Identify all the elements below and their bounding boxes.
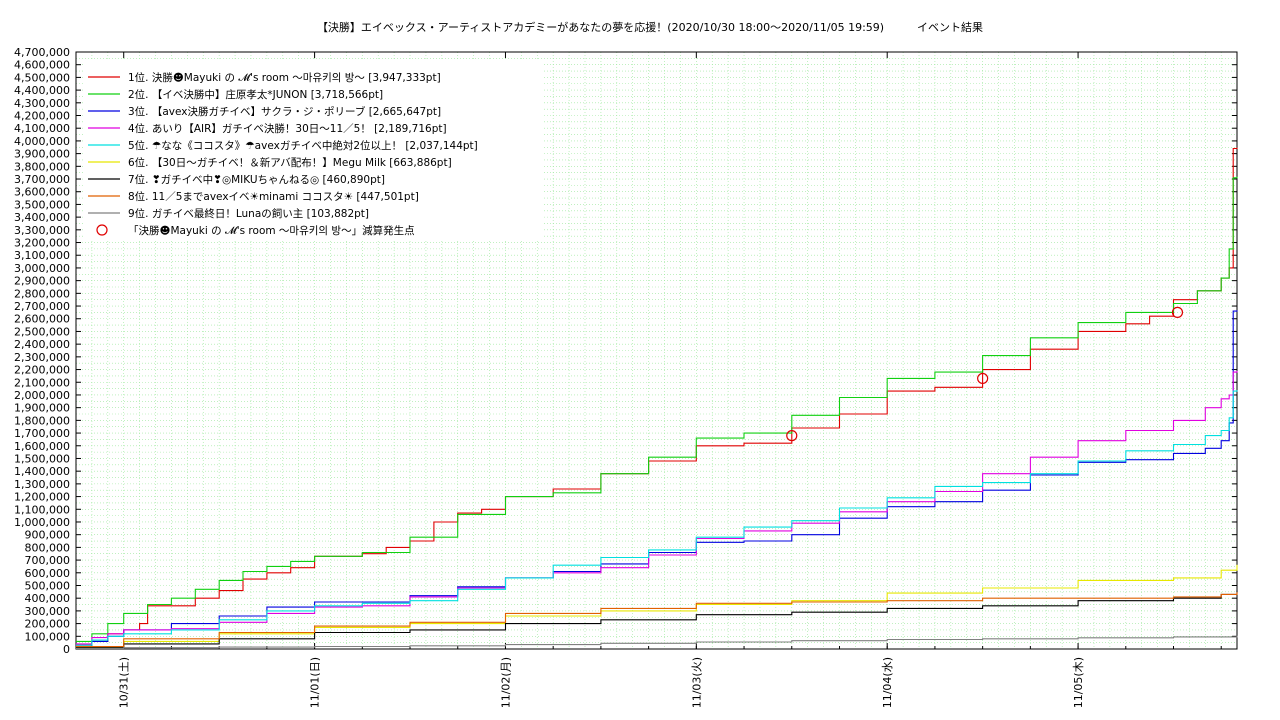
y-tick-label: 200,000 [25, 618, 71, 631]
legend-label-6: 6位. 【30日〜ガチイベ！＆新アバ配布！】Megu Milk [663,886… [128, 156, 452, 169]
legend-label-2: 2位. 【イベ決勝中】庄原孝太*JUNON [3,718,566pt] [128, 88, 383, 101]
y-tick-label: 1,700,000 [14, 427, 70, 440]
legend-marker-swatch [96, 224, 108, 236]
y-tick-label: 4,000,000 [14, 135, 70, 148]
series-line-2 [76, 176, 1238, 642]
y-tick-label: 4,300,000 [14, 97, 70, 110]
y-tick-label: 700,000 [25, 554, 71, 567]
y-tick-label: 3,900,000 [14, 148, 70, 161]
y-tick-label: 2,100,000 [14, 376, 70, 389]
y-tick-label: 2,700,000 [14, 300, 70, 313]
y-tick-label: 3,200,000 [14, 237, 70, 250]
y-tick-label: 300,000 [25, 605, 71, 618]
y-axis: 0100,000200,000300,000400,000500,000600,… [14, 46, 1237, 656]
y-tick-label: 2,600,000 [14, 313, 70, 326]
y-tick-label: 2,800,000 [14, 287, 70, 300]
y-tick-label: 0 [63, 643, 70, 656]
y-tick-label: 3,000,000 [14, 262, 70, 275]
y-tick-label: 3,600,000 [14, 186, 70, 199]
x-tick-label: 10/31(土) [118, 657, 131, 708]
y-tick-label: 1,500,000 [14, 452, 70, 465]
y-tick-label: 2,500,000 [14, 325, 70, 338]
series-lines [76, 147, 1238, 649]
legend: 1位. 決勝☻Mayuki の 𝓜's room 〜마유키의 방〜 [3,947… [84, 60, 544, 240]
y-tick-label: 3,400,000 [14, 211, 70, 224]
series-line-8 [76, 592, 1238, 648]
y-tick-label: 500,000 [25, 579, 71, 592]
x-tick-label: 11/04(水) [881, 657, 894, 708]
x-axis: 10/31(土) 11/01(日) 11/02(月) 11/03(火) 11/04(水)… [75, 52, 1222, 708]
chart-title: 【決勝】エイベックス・アーティストアカデミーがあなたの夢を応援！(2020/10… [317, 20, 983, 34]
y-tick-label: 2,200,000 [14, 364, 70, 377]
y-tick-label: 1,800,000 [14, 414, 70, 427]
y-tick-label: 2,000,000 [14, 389, 70, 402]
series-line-5 [76, 390, 1238, 646]
y-tick-label: 1,900,000 [14, 402, 70, 415]
y-tick-label: 4,500,000 [14, 71, 70, 84]
y-tick-label: 3,800,000 [14, 160, 70, 173]
y-tick-label: 3,500,000 [14, 198, 70, 211]
y-tick-label: 100,000 [25, 630, 71, 643]
y-tick-label: 2,300,000 [14, 351, 70, 364]
subtraction-marker [1171, 306, 1184, 318]
series-line-9 [76, 635, 1238, 649]
y-tick-label: 1,200,000 [14, 491, 70, 504]
x-tick-label: 11/05(木) [1072, 657, 1085, 708]
subtraction-markers [786, 306, 1184, 442]
legend-background [84, 60, 544, 240]
subtraction-marker [786, 430, 798, 442]
y-tick-label: 3,300,000 [14, 224, 70, 237]
y-tick-label: 4,700,000 [14, 46, 70, 59]
legend-marker-label: 「決勝☻Mayuki の 𝓜's room 〜마유키의 방〜」減算発生点 [128, 224, 415, 237]
y-tick-label: 1,600,000 [14, 440, 70, 453]
y-tick-label: 3,100,000 [14, 249, 70, 262]
y-tick-label: 2,900,000 [14, 275, 70, 288]
x-tick-label: 11/03(火) [690, 657, 703, 708]
y-tick-label: 400,000 [25, 592, 71, 605]
legend-label-8: 8位. 11／5までavexイベ☀minami ココスタ☀ [447,501pt… [128, 190, 419, 203]
y-tick-label: 1,400,000 [14, 465, 70, 478]
y-tick-label: 4,600,000 [14, 59, 70, 72]
series-line-4 [76, 370, 1238, 645]
legend-label-3: 3位. 【avex決勝ガチイベ】サクラ・ジ・ポリーブ [2,665,647pt] [128, 105, 441, 118]
legend-label-9: 9位. ガチイベ最終日！Lunaの飼い主 [103,882pt] [128, 207, 369, 220]
legend-label-5: 5位. ☂なな《ココスタ》☂avexガチイベ中絶対2位以上！ [2,037,14… [128, 139, 478, 152]
y-tick-label: 2,400,000 [14, 338, 70, 351]
legend-label-4: 4位. あいり【AIR】ガチイベ決勝！30日〜11／5！ [2,189,716p… [128, 122, 447, 135]
y-tick-label: 900,000 [25, 529, 71, 542]
y-tick-label: 1,000,000 [14, 516, 70, 529]
legend-label-7: 7位. ❣ガチイベ中❣◎MIKUちゃんねる◎ [460,890pt] [128, 173, 385, 186]
y-tick-label: 1,300,000 [14, 478, 70, 491]
subtraction-marker [977, 372, 989, 385]
y-tick-label: 4,400,000 [14, 84, 70, 97]
plot-frame [75, 51, 1238, 650]
y-tick-label: 600,000 [25, 567, 71, 580]
series-line-3 [76, 310, 1238, 648]
series-line-7 [76, 590, 1238, 649]
x-tick-label: 11/02(月) [499, 657, 512, 708]
y-tick-label: 4,100,000 [14, 122, 70, 135]
y-tick-label: 800,000 [25, 541, 71, 554]
x-tick-label: 11/01(日) [309, 657, 322, 708]
y-tick-label: 1,100,000 [14, 503, 70, 516]
y-tick-label: 3,700,000 [14, 173, 70, 186]
y-tick-label: 4,200,000 [14, 110, 70, 123]
legend-label-1: 1位. 決勝☻Mayuki の 𝓜's room 〜마유키의 방〜 [3,947… [128, 71, 441, 84]
